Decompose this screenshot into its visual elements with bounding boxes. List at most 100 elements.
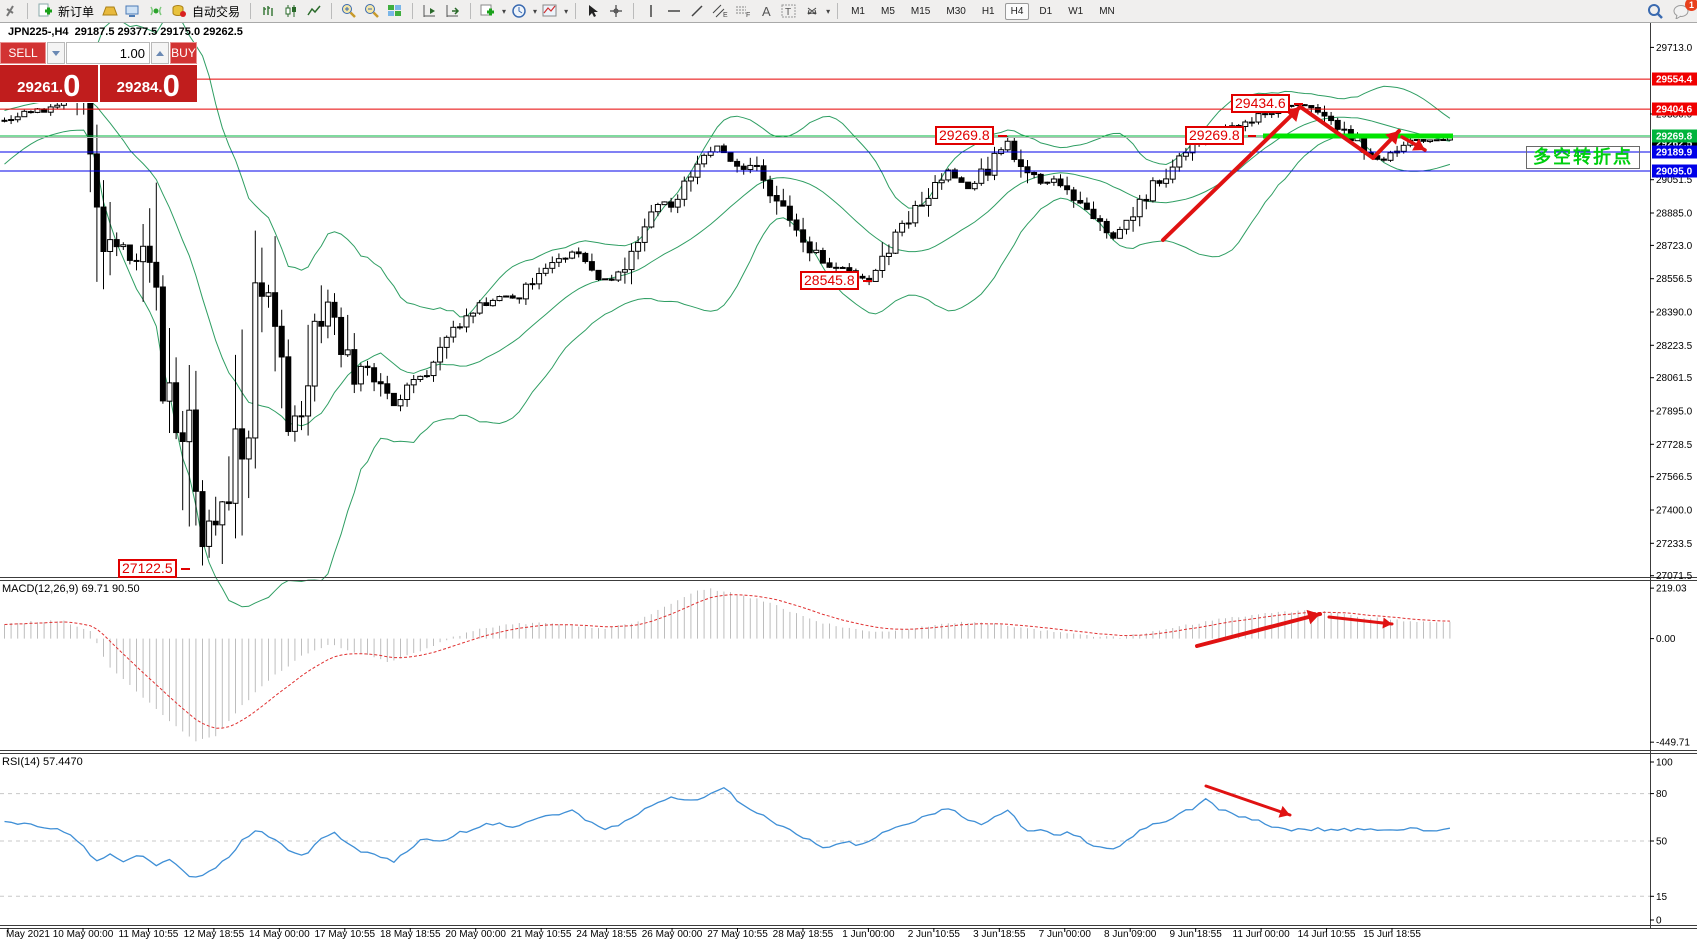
candle-body [793, 219, 800, 231]
trend-arrowhead [1382, 617, 1392, 629]
candle-body [760, 165, 767, 181]
timeframe-button-H1[interactable]: H1 [981, 5, 995, 17]
timeframe-button-W1[interactable]: W1 [1068, 5, 1084, 17]
timeframe-button-MN[interactable]: MN [1099, 5, 1115, 17]
price-tick-label: 28223.5 [1656, 341, 1693, 352]
gold-ingot-icon[interactable] [100, 2, 120, 20]
trend-arrow[interactable] [1195, 612, 1322, 648]
candlestick-icon[interactable] [281, 2, 301, 20]
candle-body [212, 520, 219, 526]
candle-body [324, 301, 331, 327]
price-tick-label: 28723.0 [1656, 241, 1693, 252]
signal-icon[interactable] [146, 2, 166, 20]
candle-body [443, 336, 450, 348]
price-annotation-level-b[interactable]: 29269.8 [1185, 126, 1244, 145]
text-tool-icon[interactable]: A [756, 2, 776, 20]
arrows-tool-icon[interactable] [802, 2, 822, 20]
candle-body [133, 259, 140, 262]
crosshair-icon[interactable] [606, 2, 626, 20]
cursor-icon[interactable] [583, 2, 603, 20]
svg-text:E: E [723, 12, 728, 18]
vertical-line-tool-icon[interactable] [641, 2, 661, 20]
arrows-dropdown[interactable]: ▾ [826, 6, 831, 16]
price-badge [1652, 72, 1697, 86]
timeframe-button-D1[interactable]: D1 [1039, 5, 1053, 17]
ask-price[interactable]: 29284. 0 [99, 65, 197, 102]
timeframe-button-M15[interactable]: M15 [910, 5, 931, 17]
price-tick-label: 27728.5 [1656, 440, 1693, 451]
buy-button[interactable]: BUY [170, 42, 197, 64]
candle-body [747, 164, 754, 171]
candle-body [1103, 220, 1110, 234]
timeframe-button-M1[interactable]: M1 [851, 5, 865, 17]
auto-trading-icon[interactable] [169, 2, 189, 20]
time-axis[interactable]: May 2021 10 May 00:00 11 May 10:55 12 May 1… [0, 929, 1697, 942]
candle-body [1090, 208, 1097, 220]
fibonacci-tool-icon[interactable]: F [733, 2, 753, 20]
volume-input[interactable] [66, 42, 150, 64]
volume-increase-button[interactable] [151, 42, 169, 64]
new-order-icon[interactable] [35, 2, 55, 20]
price-annotation-low[interactable]: 27122.5 [118, 559, 177, 578]
rsi-line [4, 786, 1451, 878]
time-axis-label: 2 Jun 10:55 [907, 929, 960, 940]
clock-icon[interactable] [509, 2, 529, 20]
terminal-icon[interactable] [123, 2, 143, 20]
timeframe-button-H4[interactable]: H4 [1004, 2, 1030, 20]
auto-trading-button[interactable]: 自动交易 [192, 4, 241, 19]
time-axis-label: 26 May 00:00 [641, 929, 703, 940]
trend-arrow[interactable] [1327, 615, 1394, 626]
indicators-icon[interactable] [540, 2, 560, 20]
price-tick-label: 28885.0 [1656, 209, 1693, 220]
search-icon[interactable] [1645, 2, 1665, 20]
timeframe-button-M5[interactable]: M5 [881, 5, 895, 17]
price-tick-label: 27566.5 [1656, 472, 1693, 483]
candle-body [971, 182, 978, 190]
zoom-out-icon[interactable] [362, 2, 382, 20]
trend-arrowhead [1412, 138, 1425, 151]
volume-decrease-button[interactable] [47, 42, 65, 64]
zoom-in-icon[interactable] [339, 2, 359, 20]
macd-tick-label: 219.03 [1656, 584, 1687, 595]
symbol-ohlc-line: JPN225-,H4 29187.5 29377.5 29175.0 29262… [8, 26, 243, 38]
chart-shift-icon[interactable] [443, 2, 463, 20]
auto-scroll-icon[interactable] [420, 2, 440, 20]
price-annotation-peak[interactable]: 29434.6 [1231, 94, 1290, 113]
price-tick-label: 28390.0 [1656, 308, 1693, 319]
sell-button[interactable]: SELL [0, 42, 46, 64]
candle-body [100, 206, 107, 252]
equidistant-channel-tool-icon[interactable]: E [710, 2, 730, 20]
trend-arrow[interactable] [1161, 105, 1302, 242]
price-annotation-support[interactable]: 28545.8 [800, 271, 859, 290]
trend-arrow[interactable] [1300, 106, 1401, 160]
notifications-icon[interactable]: 1 [1671, 0, 1697, 20]
price-annotation-level-a[interactable]: 29269.8 [935, 126, 994, 145]
candle-body [767, 179, 774, 197]
horizontal-line-tool-icon[interactable] [664, 2, 684, 20]
new-chart-dropdown[interactable]: ▾ [502, 6, 507, 16]
partial-icon[interactable] [0, 2, 20, 20]
candle-body [786, 205, 793, 221]
trendline-tool-icon[interactable] [687, 2, 707, 20]
candle-body [338, 316, 345, 355]
candle-body [1262, 113, 1269, 116]
line-chart-icon[interactable] [304, 2, 324, 20]
annotation-connector [863, 280, 872, 282]
tile-windows-icon[interactable] [385, 2, 405, 20]
bar-chart-icon[interactable] [258, 2, 278, 20]
candle-body [93, 153, 100, 208]
clock-dropdown[interactable]: ▾ [533, 6, 538, 16]
new-chart-icon[interactable] [478, 2, 498, 20]
bid-price[interactable]: 29261. 0 [0, 65, 98, 102]
trend-arrow[interactable] [1204, 784, 1292, 817]
indicators-dropdown[interactable]: ▾ [564, 6, 569, 16]
candle-body [437, 346, 444, 363]
turning-point-label[interactable]: 多空转折点 [1526, 146, 1640, 169]
candle-body [892, 231, 899, 254]
candle-body [476, 302, 483, 314]
timeframe-button-M30[interactable]: M30 [946, 5, 966, 17]
label-tool-icon[interactable]: T [779, 2, 799, 20]
new-order-button[interactable]: 新订单 [58, 4, 95, 19]
candle-body [687, 176, 694, 182]
